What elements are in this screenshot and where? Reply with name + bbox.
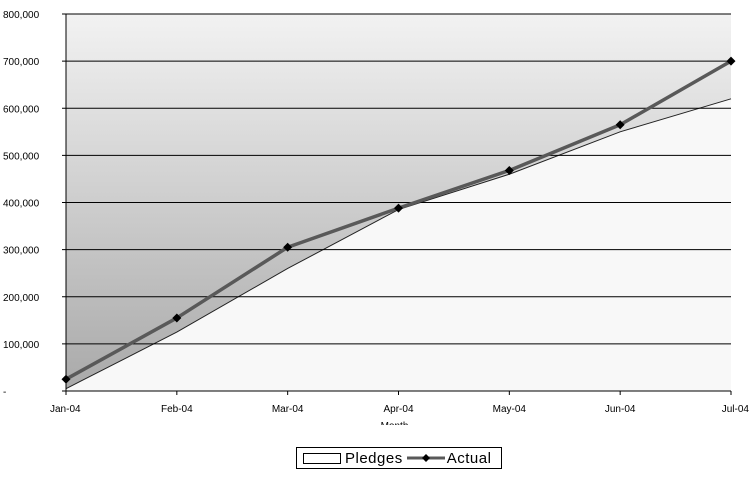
pledges-swatch (303, 452, 341, 464)
x-tick-label-6: Jul-04 (722, 404, 750, 415)
legend-label-actual: Actual (446, 449, 492, 467)
legend-item-actual: Actual (406, 449, 492, 467)
actual-point-4 (504, 165, 514, 175)
y-tick-label-5: 500,000 (3, 151, 40, 162)
actual-point-6 (726, 56, 736, 66)
x-tick-label-1: Feb-04 (161, 404, 193, 415)
x-tick-label-4: May-04 (493, 404, 527, 415)
x-tick-label-0: Jan-04 (50, 404, 81, 415)
y-tick-label-8: 800,000 (3, 10, 40, 21)
y-tick-label-2: 200,000 (3, 293, 40, 304)
x-tick-label-5: Jun-04 (605, 404, 636, 415)
y-tick-label-7: 700,000 (3, 57, 40, 68)
legend: Pledges Actual (296, 447, 503, 469)
x-axis-title: Month (381, 421, 409, 432)
actual-point-5 (615, 120, 625, 130)
actual-point-0 (61, 374, 71, 384)
actual-point-3 (394, 203, 403, 213)
y-tick-label-6: 600,000 (3, 104, 40, 115)
y-tick-label-1: 100,000 (3, 340, 40, 351)
legend-item-pledges: Pledges (303, 450, 403, 467)
x-tick-label-3: Apr-04 (383, 404, 413, 415)
legend-label-pledges: Pledges (345, 449, 403, 467)
x-tick-label-2: Mar-04 (272, 404, 304, 415)
y-tick-label-3: 300,000 (3, 246, 40, 257)
y-tick-label-0: - (3, 387, 6, 398)
actual-point-2 (283, 242, 293, 252)
actual-swatch (406, 454, 445, 462)
pledges-area (66, 98, 731, 391)
actual-point-1 (172, 313, 182, 323)
y-tick-label-4: 400,000 (3, 199, 40, 210)
